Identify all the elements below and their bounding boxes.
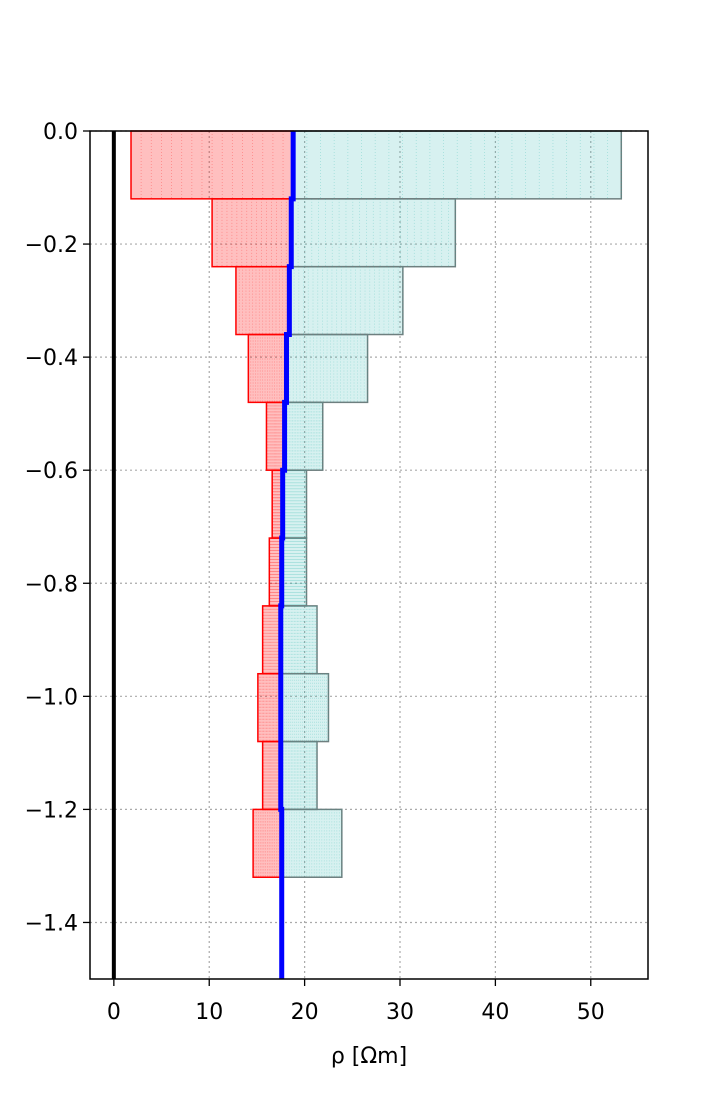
y-tick-label: −0.2 (25, 233, 78, 258)
upper-band (285, 333, 369, 404)
lower-band (247, 333, 288, 404)
y-tick-label: −1.2 (25, 798, 78, 823)
x-tick-label: 30 (386, 1000, 414, 1025)
mean-model-path (278, 131, 296, 979)
x-tick-label: 0 (107, 1000, 121, 1025)
upper-band (280, 808, 343, 878)
y-tick-label: −0.8 (25, 572, 78, 597)
y-tick-label: −0.6 (25, 459, 78, 484)
y-axis-ticks: 0.0 −0.2 −0.4 −0.6 −0.8 −1.0 −1.2 −1.4 (25, 120, 90, 936)
x-tick-label: 10 (195, 1000, 223, 1025)
upper-band (283, 401, 324, 471)
upper-band (292, 130, 623, 200)
y-tick-label: −1.4 (25, 911, 78, 936)
x-tick-label: 40 (481, 1000, 509, 1025)
x-tick-label: 20 (291, 1000, 319, 1025)
upper-band (280, 605, 318, 675)
x-axis-label: ρ [Ωm] (331, 1044, 407, 1069)
x-axis-ticks: 0 10 20 30 40 50 (107, 979, 605, 1025)
y-tick-label: −0.4 (25, 346, 78, 371)
upper-band (288, 265, 404, 336)
x-tick-label: 50 (577, 1000, 605, 1025)
upper-band (290, 198, 457, 268)
upper-band (280, 537, 308, 607)
plot-frame (89, 130, 649, 980)
y-tick-label: 0.0 (43, 120, 78, 145)
mean-model-line (278, 131, 296, 979)
upper-band (280, 672, 330, 743)
uncertainty-bands (130, 130, 623, 878)
y-tick-label: −1.0 (25, 685, 78, 710)
